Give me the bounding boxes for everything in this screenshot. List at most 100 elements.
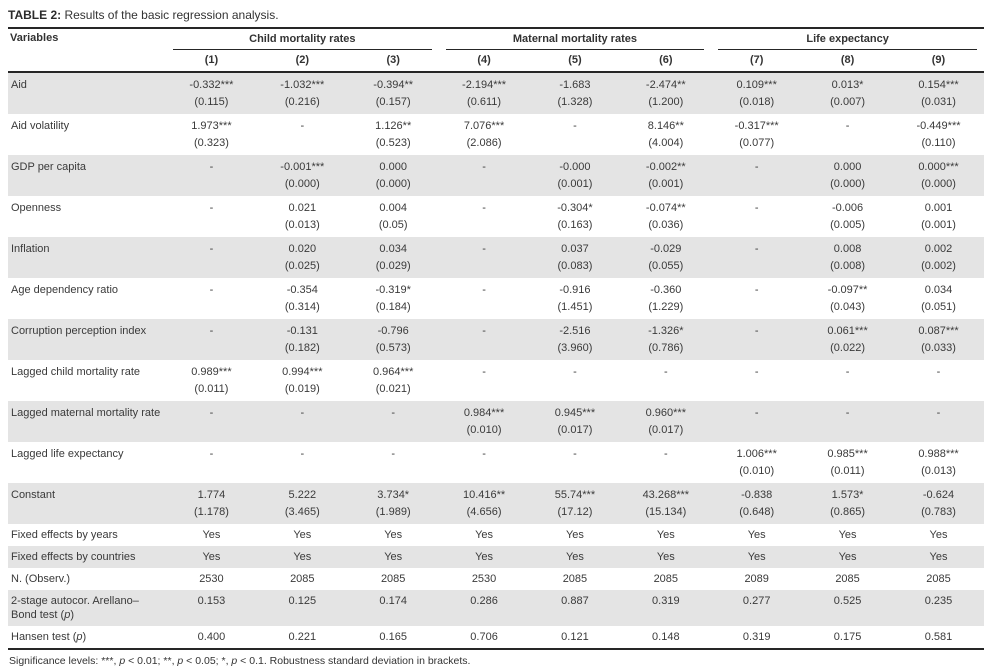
cell-fixed-effects-by-years-col4: Yes bbox=[475, 529, 494, 541]
cell-constant-col8: 1.573* (0.865) bbox=[830, 489, 865, 518]
row-label: Age dependency ratio bbox=[11, 284, 119, 296]
cell-openness-col1: - bbox=[209, 202, 214, 214]
cell-openness-col3: 0.004 (0.05) bbox=[378, 202, 408, 231]
column-number: (7) bbox=[711, 50, 803, 73]
cell-corruption-perception-index-col7: - bbox=[754, 325, 759, 337]
cell-gdp-per-capita-col8: 0.000 (0.000) bbox=[830, 161, 865, 190]
cell-lagged-life-expectancy-col9: 0.988*** (0.013) bbox=[918, 448, 959, 477]
cell-gdp-per-capita-col7: - bbox=[754, 161, 759, 173]
regression-table: Variables Child mortality rates Maternal… bbox=[8, 27, 984, 650]
cell-inflation-col5: 0.037 (0.083) bbox=[557, 243, 593, 272]
cell-inflation-col1: - bbox=[209, 243, 214, 255]
cell-n-observ-col8: 2085 bbox=[835, 573, 860, 585]
cell-fixed-effects-by-countries-col2: Yes bbox=[293, 551, 312, 563]
cell-fixed-effects-by-countries-col1: Yes bbox=[202, 551, 221, 563]
table-row-fixed-effects-by-countries: Fixed effects by countries Yes Yes Yes Yes Ye… bbox=[8, 546, 984, 568]
cell-inflation-col3: 0.034 (0.029) bbox=[375, 243, 411, 272]
cell-n-observ-col7: 2089 bbox=[744, 573, 769, 585]
cell-openness-col7: - bbox=[754, 202, 759, 214]
row-label: Fixed effects by years bbox=[11, 529, 118, 541]
cell-constant-col6: 43.268*** (15.134) bbox=[642, 489, 690, 518]
cell-aid-volatility-col1: 1.973*** (0.323) bbox=[191, 120, 232, 149]
cell-fixed-effects-by-years-col3: Yes bbox=[384, 529, 403, 541]
variables-header: Variables bbox=[10, 32, 59, 44]
cell-lagged-life-expectancy-col8: 0.985*** (0.011) bbox=[827, 448, 868, 477]
cell-constant-col1: 1.774 (1.178) bbox=[194, 489, 229, 518]
column-number-spacer bbox=[8, 50, 166, 73]
row-label: Hansen test (p) bbox=[11, 631, 87, 643]
cell-corruption-perception-index-col3: -0.796 (0.573) bbox=[375, 325, 411, 354]
table-row-lagged-child-mortality-rate: Lagged child mortality rate 0.989*** (0.01… bbox=[8, 360, 984, 401]
cell-age-dependency-ratio-col5: -0.916 (1.451) bbox=[557, 284, 593, 313]
column-number: (1) bbox=[166, 50, 257, 73]
cell-age-dependency-ratio-col6: -0.360 (1.229) bbox=[648, 284, 684, 313]
table-row-aid-volatility: Aid volatility 1.973*** (0.323) - 1.126** (0… bbox=[8, 114, 984, 155]
table-title: TABLE 2: Results of the basic regression… bbox=[8, 8, 994, 22]
cell-2-stage-autocor-arellano-bond-test-p-col1: 0.153 bbox=[197, 595, 226, 607]
cell-inflation-col4: - bbox=[482, 243, 486, 255]
cell-lagged-maternal-mortality-rate-col9: - bbox=[936, 407, 941, 419]
cell-lagged-child-mortality-rate-col5: - bbox=[573, 366, 577, 378]
cell-fixed-effects-by-years-col1: Yes bbox=[202, 529, 221, 541]
table-row-n-observ: N. (Observ.) 2530 2085 2085 2530 2085 2085 2089… bbox=[8, 568, 984, 590]
cell-lagged-maternal-mortality-rate-col2: - bbox=[300, 407, 305, 419]
table-row-age-dependency-ratio: Age dependency ratio - -0.354 (0.314) -0.31… bbox=[8, 278, 984, 319]
cell-aid-col1: -0.332*** (0.115) bbox=[189, 79, 234, 108]
cell-corruption-perception-index-col8: 0.061*** (0.022) bbox=[827, 325, 868, 354]
cell-constant-col9: -0.624 (0.783) bbox=[921, 489, 956, 518]
table-row-corruption-perception-index: Corruption perception index - -0.131 (0.18… bbox=[8, 319, 984, 360]
table-title-text: Results of the basic regression analysis… bbox=[61, 8, 279, 22]
cell-fixed-effects-by-countries-col4: Yes bbox=[475, 551, 494, 563]
cell-aid-col8: 0.013* (0.007) bbox=[830, 79, 865, 108]
row-label: 2-stage autocor. Arellano–Bond test (p) bbox=[11, 595, 139, 621]
cell-hansen-test-p-col3: 0.165 bbox=[379, 631, 407, 643]
cell-lagged-child-mortality-rate-col4: - bbox=[482, 366, 486, 378]
cell-lagged-child-mortality-rate-col8: - bbox=[845, 366, 850, 378]
column-number-row: (1) (2) (3) (4) (5) (6) (7) (8) (9) bbox=[8, 50, 984, 73]
cell-gdp-per-capita-col5: -0.000 (0.001) bbox=[557, 161, 593, 190]
cell-inflation-col2: 0.020 (0.025) bbox=[284, 243, 320, 272]
group-life-expectancy-label: Life expectancy bbox=[718, 32, 977, 50]
cell-n-observ-col3: 2085 bbox=[380, 573, 406, 585]
cell-2-stage-autocor-arellano-bond-test-p-col4: 0.286 bbox=[470, 595, 498, 607]
cell-inflation-col6: -0.029 (0.055) bbox=[648, 243, 684, 272]
group-life-expectancy: Life expectancy bbox=[711, 28, 984, 50]
cell-aid-volatility-col7: -0.317*** (0.077) bbox=[734, 120, 779, 149]
group-maternal-mortality: Maternal mortality rates bbox=[439, 28, 712, 50]
cell-constant-col5: 55.74*** (17.12) bbox=[554, 489, 596, 518]
cell-inflation-col7: - bbox=[754, 243, 759, 255]
cell-gdp-per-capita-col2: -0.001*** (0.000) bbox=[280, 161, 325, 190]
cell-lagged-maternal-mortality-rate-col3: - bbox=[391, 407, 396, 419]
cell-aid-volatility-col9: -0.449*** (0.110) bbox=[916, 120, 961, 149]
cell-inflation-col9: 0.002 (0.002) bbox=[921, 243, 956, 272]
cell-aid-col6: -2.474** (1.200) bbox=[645, 79, 686, 108]
cell-aid-col4: -2.194*** (0.611) bbox=[462, 79, 507, 108]
table-row-hansen-test-p: Hansen test (p) 0.400 0.221 0.165 0.706 0.121… bbox=[8, 626, 984, 649]
cell-n-observ-col6: 2085 bbox=[653, 573, 679, 585]
cell-corruption-perception-index-col2: -0.131 (0.182) bbox=[284, 325, 320, 354]
row-label: Lagged life expectancy bbox=[11, 448, 124, 460]
cell-fixed-effects-by-countries-col3: Yes bbox=[384, 551, 403, 563]
cell-hansen-test-p-col7: 0.319 bbox=[742, 631, 771, 643]
cell-openness-col5: -0.304* (0.163) bbox=[557, 202, 593, 231]
cell-aid-col5: -1.683 (1.328) bbox=[557, 79, 593, 108]
row-label: Lagged maternal mortality rate bbox=[11, 407, 161, 419]
cell-lagged-maternal-mortality-rate-col7: - bbox=[754, 407, 759, 419]
cell-gdp-per-capita-col9: 0.000*** (0.000) bbox=[918, 161, 959, 190]
cell-lagged-life-expectancy-col7: 1.006*** (0.010) bbox=[736, 448, 777, 477]
table-row-lagged-life-expectancy: Lagged life expectancy - - - - - - 1.006*… bbox=[8, 442, 984, 483]
cell-constant-col3: 3.734* (1.989) bbox=[375, 489, 411, 518]
cell-fixed-effects-by-years-col6: Yes bbox=[656, 529, 675, 541]
cell-lagged-life-expectancy-col5: - bbox=[573, 448, 577, 460]
cell-lagged-maternal-mortality-rate-col4: 0.984*** (0.010) bbox=[463, 407, 505, 436]
group-child-mortality: Child mortality rates bbox=[166, 28, 439, 50]
row-label: Aid bbox=[11, 79, 27, 91]
column-number: (2) bbox=[256, 50, 348, 73]
cell-n-observ-col5: 2085 bbox=[562, 573, 588, 585]
row-label: Openness bbox=[11, 202, 62, 214]
table-row-openness: Openness - 0.021 (0.013) 0.004 (0.05) - -0.30… bbox=[8, 196, 984, 237]
cell-fixed-effects-by-countries-col7: Yes bbox=[747, 551, 766, 563]
cell-n-observ-col2: 2085 bbox=[290, 573, 315, 585]
cell-hansen-test-p-col5: 0.121 bbox=[561, 631, 589, 643]
row-label: Lagged child mortality rate bbox=[11, 366, 141, 378]
